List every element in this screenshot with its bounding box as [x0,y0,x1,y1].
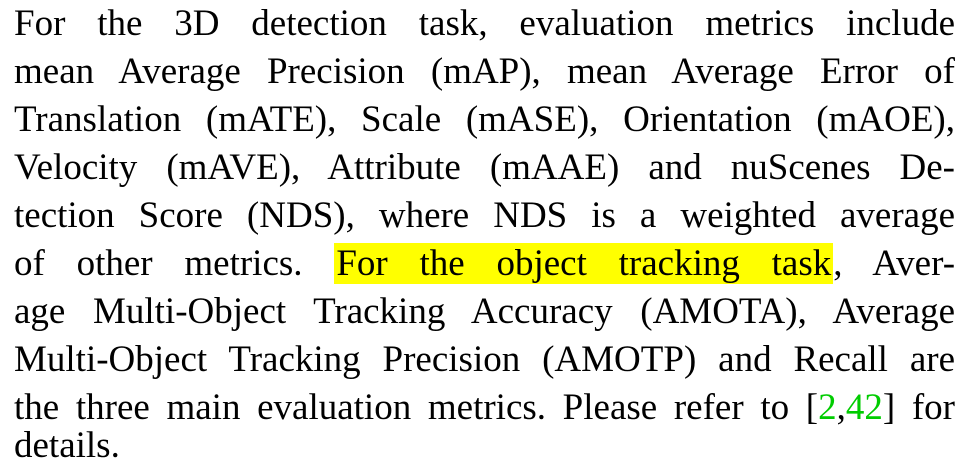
highlighted-phrase: For the object tracking task [334,243,834,284]
citation-link-42[interactable]: 42 [845,387,883,428]
line-7-text: age Multi-Object Tracking Accuracy (AMOT… [14,291,955,332]
paragraph-line-9: the three main evaluation metrics. Pleas… [14,384,955,432]
line-6-pre-text: of other metrics. [14,243,303,284]
paragraph-line-6: of other metrics. For the object trackin… [14,240,955,288]
citation-close-bracket: ] [882,387,896,428]
paragraph-line-4: Velocity (mAVE), Attribute (mAAE) and nu… [14,144,955,192]
citation-comma: , [836,387,846,428]
paragraph-line-5: tection Score (NDS), where NDS is a weig… [14,192,955,240]
line-5-text: tection Score (NDS), where NDS is a weig… [14,195,955,236]
line-4-text: Velocity (mAVE), Attribute (mAAE) and nu… [14,147,955,188]
line-3-text: Translation (mATE), Scale (mASE), Orient… [14,99,955,140]
paragraph-line-7: age Multi-Object Tracking Accuracy (AMOT… [14,288,955,336]
paragraph-line-1: For the 3D detection task, evaluation me… [14,0,955,48]
line-2-text: mean Average Precision (mAP), mean Avera… [14,51,955,92]
paragraph-line-2: mean Average Precision (mAP), mean Avera… [14,48,955,96]
line-1-text: For the 3D detection task, evaluation me… [14,3,955,44]
paragraph-line-8: Multi-Object Tracking Precision (AMOTP) … [14,336,955,384]
paragraph-line-3: Translation (mATE), Scale (mASE), Orient… [14,96,955,144]
line-9-post-text: for [911,387,956,428]
line-10-text: details. [14,425,120,466]
line-6-post-text: , Aver- [833,243,956,284]
citation-group: [2,42] [806,387,895,428]
paragraph-line-10: details. [14,422,955,470]
line-9-pre-text: the three main evaluation metrics. Pleas… [14,387,790,428]
line-8-text: Multi-Object Tracking Precision (AMOTP) … [14,339,955,380]
citation-open-bracket: [ [805,387,819,428]
citation-link-2[interactable]: 2 [818,387,837,428]
